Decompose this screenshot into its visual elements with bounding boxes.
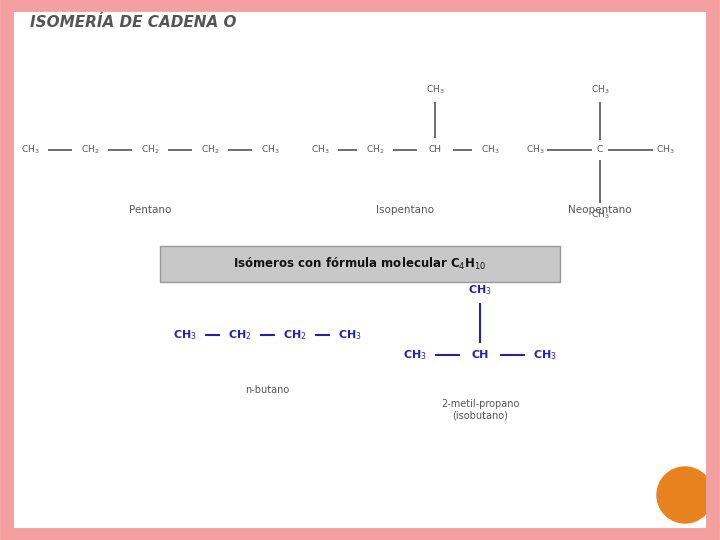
Text: CH$_3$: CH$_3$ (590, 84, 609, 96)
Circle shape (657, 467, 713, 523)
Text: CH$_2$: CH$_2$ (283, 328, 307, 342)
Text: CH$_3$: CH$_3$ (481, 144, 499, 156)
Text: CH$_3$: CH$_3$ (426, 84, 444, 96)
Text: CH$_3$: CH$_3$ (526, 144, 544, 156)
Text: Isómeros con fórmula molecular C$_4$H$_{10}$: Isómeros con fórmula molecular C$_4$H$_{… (233, 256, 487, 272)
Text: CH$_3$: CH$_3$ (261, 144, 279, 156)
Text: Pentano: Pentano (129, 205, 171, 215)
Text: CH$_3$: CH$_3$ (21, 144, 40, 156)
Text: CH$_3$: CH$_3$ (468, 283, 492, 297)
Text: CH$_3$: CH$_3$ (403, 348, 427, 362)
Text: ISOMERÍA DE CADENA O: ISOMERÍA DE CADENA O (30, 15, 236, 30)
Text: CH$_2$: CH$_2$ (228, 328, 252, 342)
Text: CH: CH (472, 350, 489, 360)
Text: CH$_2$: CH$_2$ (140, 144, 159, 156)
Text: CH$_3$: CH$_3$ (311, 144, 329, 156)
Text: 2-metil-propano
(isobutano): 2-metil-propano (isobutano) (441, 399, 519, 421)
Text: CH$_2$: CH$_2$ (81, 144, 99, 156)
Text: CH$_3$: CH$_3$ (656, 144, 675, 156)
Bar (160, 246, 560, 282)
Text: Isopentano: Isopentano (376, 205, 434, 215)
Text: CH$_2$: CH$_2$ (366, 144, 384, 156)
Text: CH: CH (428, 145, 441, 154)
Text: CH$_3$: CH$_3$ (533, 348, 557, 362)
Text: C: C (597, 145, 603, 154)
Text: CH$_2$: CH$_2$ (201, 144, 220, 156)
Text: CH$_3$: CH$_3$ (173, 328, 197, 342)
Text: n-butano: n-butano (246, 385, 289, 395)
Text: CH$_3$: CH$_3$ (590, 209, 609, 221)
Text: CH$_3$: CH$_3$ (338, 328, 362, 342)
Text: Neopentano: Neopentano (568, 205, 632, 215)
